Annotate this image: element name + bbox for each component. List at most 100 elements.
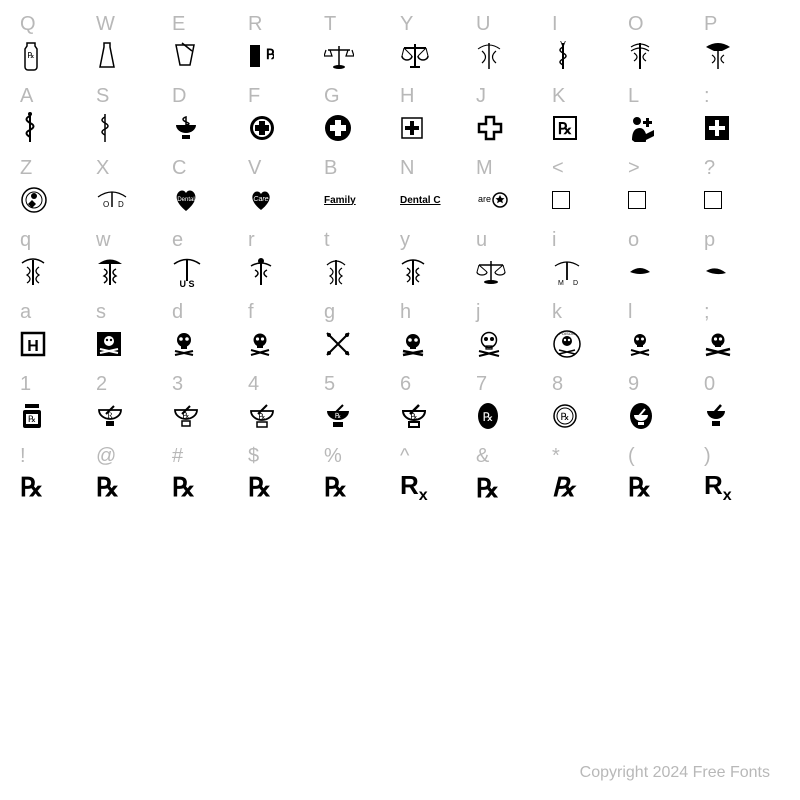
char-label: # xyxy=(172,442,183,470)
glyph-mortar-r-1: R xyxy=(96,398,124,434)
char-label: 9 xyxy=(628,370,639,398)
charmap-cell: 0 xyxy=(704,370,780,442)
char-label: G xyxy=(324,82,340,110)
char-label: W xyxy=(96,10,115,38)
char-label: a xyxy=(20,298,31,326)
charmap-cell: 2R xyxy=(96,370,172,442)
glyph-mortar-plain xyxy=(704,398,728,434)
glyph-cross-seal xyxy=(248,110,276,146)
glyph-rx-8: ℞ xyxy=(552,470,575,506)
char-label: j xyxy=(476,298,480,326)
glyph-mortar-oval xyxy=(628,398,654,434)
glyph-dental-c: Dental C xyxy=(400,182,441,218)
charmap-cell: l xyxy=(628,298,704,370)
glyph-family: Family xyxy=(324,182,356,218)
svg-text:Care: Care xyxy=(253,196,268,203)
char-label: D xyxy=(172,82,186,110)
charmap-cell: o xyxy=(628,226,704,298)
glyph-cup xyxy=(172,38,198,74)
char-label: 2 xyxy=(96,370,107,398)
char-label: r xyxy=(248,226,255,254)
glyph-skull-4 xyxy=(476,326,502,362)
char-label: ! xyxy=(20,442,26,470)
charmap-cell: r xyxy=(248,226,324,298)
char-label: ( xyxy=(628,442,635,470)
char-label: C xyxy=(172,154,186,182)
glyph-cross-outline xyxy=(476,110,504,146)
charmap-cell: h xyxy=(400,298,476,370)
char-label: 4 xyxy=(248,370,259,398)
charmap-cell: u xyxy=(476,226,552,298)
glyph-box xyxy=(628,182,646,218)
glyph-cad-4 xyxy=(324,254,348,290)
char-label: k xyxy=(552,298,562,326)
svg-text:℞: ℞ xyxy=(266,48,274,63)
glyph-rx-7: ℞ xyxy=(476,470,499,506)
glyph-vet-rod: V xyxy=(552,38,574,74)
charmap-cell: iMD xyxy=(552,226,628,298)
charmap-cell: T xyxy=(324,10,400,82)
glyph-jar: ℞ xyxy=(20,38,42,74)
charmap-cell: O xyxy=(628,10,704,82)
charmap-cell: E xyxy=(172,10,248,82)
charmap-cell: y xyxy=(400,226,476,298)
glyph-seal xyxy=(20,182,48,218)
char-label: H xyxy=(400,82,414,110)
char-label: I xyxy=(552,10,558,38)
charmap-cell: %℞ xyxy=(324,442,400,514)
svg-text:are: are xyxy=(478,194,491,204)
svg-text:℞: ℞ xyxy=(335,412,341,420)
char-label: 7 xyxy=(476,370,487,398)
char-label: Y xyxy=(400,10,413,38)
char-label: d xyxy=(172,298,183,326)
charmap-cell: P xyxy=(704,10,780,82)
svg-text:D: D xyxy=(118,200,124,209)
charmap-cell: )Rx xyxy=(704,442,780,514)
glyph-rod-2 xyxy=(96,110,114,146)
char-label: R xyxy=(248,10,262,38)
charmap-cell: g xyxy=(324,298,400,370)
glyph-c-box: ℞ xyxy=(552,110,578,146)
glyph-scales-2 xyxy=(400,38,430,74)
glyph-mortar-r-4: ℞ xyxy=(324,398,352,434)
charmap-cell: kPOISON xyxy=(552,298,628,370)
char-label: g xyxy=(324,298,335,326)
glyph-wing-1 xyxy=(628,254,652,290)
charmap-cell: 6℞ xyxy=(400,370,476,442)
charmap-cell: t xyxy=(324,226,400,298)
charmap-cell: IV xyxy=(552,10,628,82)
glyph-h-box: H xyxy=(20,326,46,362)
char-label: t xyxy=(324,226,330,254)
char-label: S xyxy=(96,82,109,110)
glyph-rx-1: ℞ xyxy=(20,470,43,506)
glyph-caduceus-a xyxy=(476,38,502,74)
charmap-cell: VCare xyxy=(248,154,324,226)
charmap-cell: A xyxy=(20,82,96,154)
svg-text:M: M xyxy=(558,280,564,286)
charmap-cell: Z xyxy=(20,154,96,226)
charmap-cell: 5℞ xyxy=(324,370,400,442)
svg-text:U S: U S xyxy=(179,279,194,287)
charmap-cell: D xyxy=(172,82,248,154)
char-label: ? xyxy=(704,154,715,182)
char-label: O xyxy=(628,10,644,38)
glyph-caduceus-b xyxy=(628,38,652,74)
char-label: P xyxy=(704,10,717,38)
svg-text:V: V xyxy=(560,41,566,49)
char-label: 6 xyxy=(400,370,411,398)
charmap-cell: G xyxy=(324,82,400,154)
glyph-wing-2 xyxy=(704,254,728,290)
glyph-vial xyxy=(96,38,118,74)
charmap-cell: Q℞ xyxy=(20,10,96,82)
charmap-cell: < xyxy=(552,154,628,226)
charmap-cell: H xyxy=(400,82,476,154)
glyph-mortar-r-3: ℞ xyxy=(248,398,276,434)
glyph-skull-5 xyxy=(628,326,652,362)
charmap-cell: q xyxy=(20,226,96,298)
char-label: u xyxy=(476,226,487,254)
charmap-cell: BFamily xyxy=(324,154,400,226)
glyph-skull-flag xyxy=(96,326,122,362)
glyph-rod-1 xyxy=(20,110,40,146)
svg-text:R: R xyxy=(107,411,113,420)
charmap-cell: s xyxy=(96,298,172,370)
